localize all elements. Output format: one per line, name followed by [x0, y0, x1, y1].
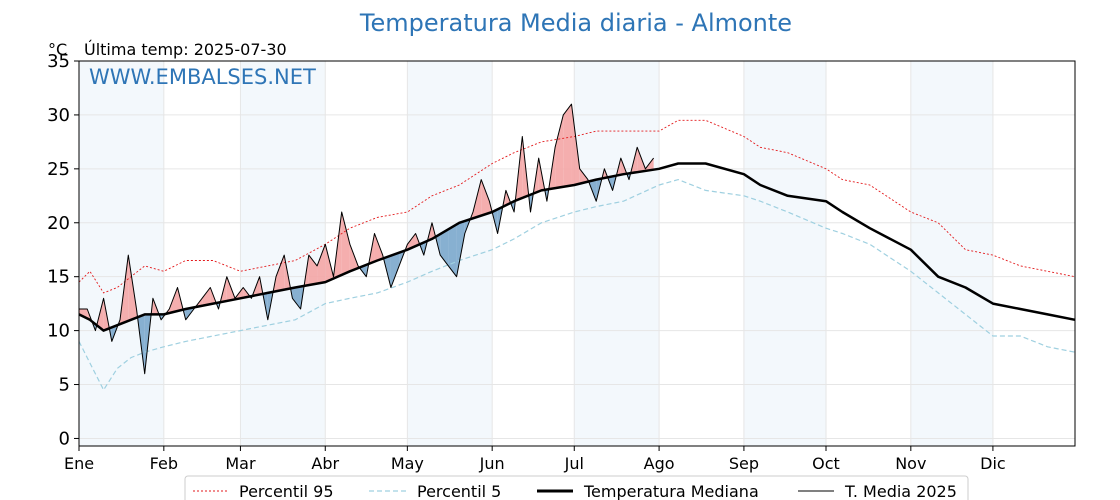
- month-bands: [79, 61, 993, 446]
- y-tick-label: 15: [47, 267, 70, 288]
- legend-box: [184, 475, 969, 500]
- x-tick-label: Dic: [980, 454, 1006, 473]
- y-tick-label: 35: [47, 51, 70, 72]
- plot-frame: [78, 60, 1076, 447]
- anomaly-above: [308, 255, 318, 286]
- anomaly-below: [390, 252, 400, 288]
- y-tick-label: 5: [59, 375, 70, 396]
- anomaly-above: [563, 104, 572, 187]
- y-axis: 0 5 10 15 20 25 30 35: [47, 51, 79, 449]
- series-2025-line: [79, 103, 654, 375]
- x-tick-label: Ene: [64, 454, 94, 473]
- anomaly-below: [456, 220, 465, 277]
- month-band-nov: [910, 61, 993, 446]
- x-tick-label: Jun: [479, 454, 505, 473]
- month-band-jul: [574, 61, 660, 446]
- x-tick-label: Mar: [225, 454, 256, 473]
- y-tick-label: 10: [47, 321, 70, 342]
- series-lines: [78, 103, 1076, 392]
- month-band-sep: [743, 61, 826, 446]
- legend-median-label: Temperatura Mediana: [583, 482, 759, 500]
- x-axis: Ene Feb Mar Abr May Jun Jul Ago Sep Oct Nov Dic: [64, 446, 1006, 473]
- month-band-ene: [79, 61, 164, 446]
- series-median-line: [78, 162, 1076, 332]
- chart-title: Temperatura Media diaria - Almonte: [359, 9, 792, 37]
- anomaly-fills: [79, 104, 654, 374]
- x-tick-label: May: [391, 454, 424, 473]
- anomaly-above: [317, 244, 326, 284]
- y-tick-label: 20: [47, 213, 70, 234]
- x-tick-label: Feb: [150, 454, 178, 473]
- anomaly-above: [579, 168, 588, 184]
- unit-label: °C: [48, 40, 67, 59]
- anomaly-below: [292, 286, 301, 310]
- x-tick-label: Nov: [895, 454, 926, 473]
- anomaly-above: [341, 211, 350, 275]
- legend: Percentil 95 Percentil 5 Temperatura Med…: [184, 475, 969, 500]
- legend-p95-label: Percentil 95: [239, 482, 334, 500]
- anomaly-above: [276, 255, 285, 292]
- month-band-mar: [240, 61, 326, 446]
- x-tick-label: Ago: [644, 454, 675, 473]
- last-temp-label: Última temp: 2025-07-30: [84, 40, 287, 59]
- watermark: WWW.EMBALSES.NET: [89, 65, 316, 89]
- anomaly-above: [555, 114, 564, 189]
- anomaly-below: [440, 229, 449, 266]
- x-tick-label: Sep: [729, 454, 759, 473]
- anomaly-above: [202, 287, 211, 306]
- y-tick-label: 30: [47, 105, 70, 126]
- x-tick-label: Jul: [564, 454, 584, 473]
- series-p5-line: [78, 178, 1076, 392]
- y-tick-label: 25: [47, 159, 70, 180]
- legend-current-label: T. Media 2025: [844, 482, 957, 500]
- series-p95-line: [78, 119, 1076, 294]
- x-tick-label: Abr: [311, 454, 339, 473]
- x-tick-label: Oct: [812, 454, 840, 473]
- y-tick-label: 0: [59, 428, 70, 449]
- anomaly-above: [481, 179, 490, 216]
- anomaly-above: [374, 233, 383, 262]
- legend-p5-label: Percentil 5: [417, 482, 501, 500]
